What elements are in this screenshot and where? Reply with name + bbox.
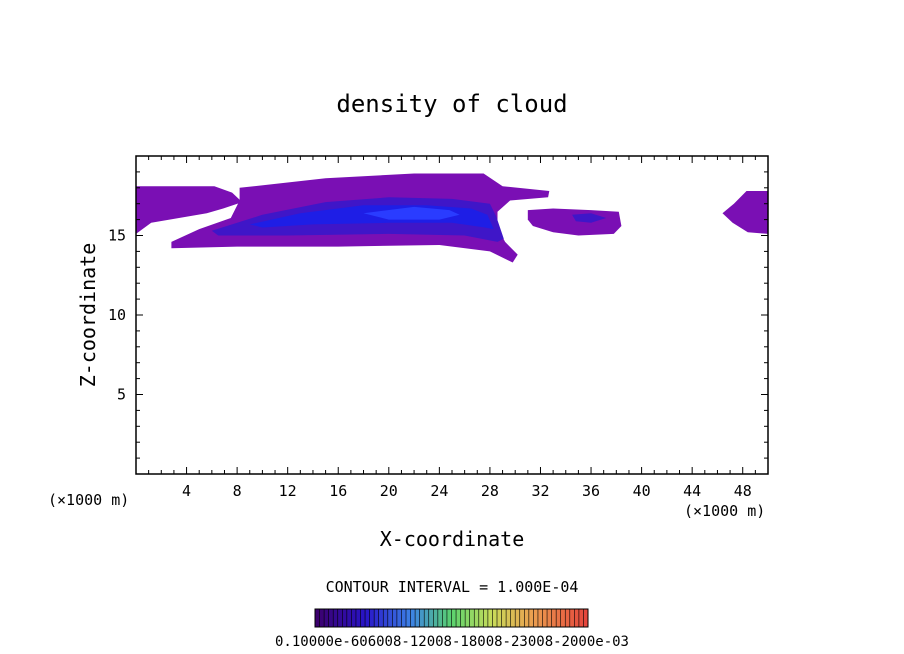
x-axis-label: X-coordinate	[380, 527, 525, 551]
colorbar-cell	[446, 609, 452, 627]
y-tick-labels: 5 10 15	[108, 227, 126, 404]
colorbar-label: 0.10000e-606008-12008-18008-23008-2000e-…	[275, 634, 629, 650]
colorbar-cell	[342, 609, 348, 627]
colorbar	[314, 608, 589, 628]
colorbar-cell	[365, 609, 371, 627]
x-tick-label: 36	[582, 482, 600, 500]
colorbar-cell	[537, 609, 543, 627]
colorbar-cell	[469, 609, 475, 627]
x-tick-label: 40	[633, 482, 651, 500]
x-tick-label: 8	[233, 482, 242, 500]
x-tick-label: 28	[481, 482, 499, 500]
colorbar-cell	[492, 609, 498, 627]
colorbar-cell	[428, 609, 434, 627]
colorbar-cell	[501, 609, 507, 627]
colorbar-cell	[574, 609, 580, 627]
colorbar-cell	[456, 609, 462, 627]
x-unit-left: (×1000 m)	[48, 491, 129, 509]
right-small-cloud-core	[572, 213, 607, 223]
colorbar-cell	[383, 609, 389, 627]
colorbar-cell	[378, 609, 384, 627]
cloud-contours	[136, 173, 768, 263]
colorbar-cell	[374, 609, 380, 627]
colorbar-cell	[478, 609, 484, 627]
colorbar-frame	[314, 608, 589, 628]
x-tick-label: 44	[683, 482, 701, 500]
colorbar-cell	[515, 609, 521, 627]
colorbar-cell	[351, 609, 357, 627]
colorbar-cell	[506, 609, 512, 627]
colorbar-cell	[437, 609, 443, 627]
colorbar-cell	[355, 609, 361, 627]
contour-interval-label: CONTOUR INTERVAL = 1.000E-04	[326, 578, 579, 596]
x-tick-label: 16	[329, 482, 347, 500]
colorbar-cell	[556, 609, 562, 627]
x-tick-label: 32	[531, 482, 549, 500]
main-cloud-peak	[363, 206, 460, 220]
colorbar-cell	[419, 609, 425, 627]
colorbar-cell	[433, 609, 439, 627]
x-tick-label: 4	[182, 482, 191, 500]
colorbar-cell	[547, 609, 553, 627]
x-unit-right: (×1000 m)	[684, 502, 765, 520]
colorbar-cell	[578, 609, 584, 627]
colorbar-cell	[519, 609, 525, 627]
y-tick-label: 5	[117, 386, 126, 404]
colorbar-cell	[542, 609, 548, 627]
colorbar-cell	[551, 609, 557, 627]
chart-title: density of cloud	[336, 90, 567, 118]
colorbar-cell	[369, 609, 375, 627]
colorbar-cell	[565, 609, 571, 627]
colorbar-cell	[415, 609, 421, 627]
x-tick-label: 20	[380, 482, 398, 500]
colorbar-cell	[392, 609, 398, 627]
colorbar-cell	[333, 609, 339, 627]
colorbar-cell	[460, 609, 466, 627]
colorbar-cell	[583, 609, 589, 627]
colorbar-cell	[346, 609, 352, 627]
colorbar-cell	[524, 609, 530, 627]
right-edge-cloud	[722, 191, 768, 234]
colorbar-cell	[315, 609, 321, 627]
y-tick-label: 15	[108, 227, 126, 245]
x-tick-label: 24	[430, 482, 448, 500]
colorbar-cell	[328, 609, 334, 627]
x-tick-label: 48	[734, 482, 752, 500]
colorbar-cell	[510, 609, 516, 627]
colorbar-cell	[424, 609, 430, 627]
colorbar-cell	[360, 609, 366, 627]
colorbar-cell	[337, 609, 343, 627]
colorbar-cell	[497, 609, 503, 627]
colorbar-cell	[474, 609, 480, 627]
axis-ticks	[136, 156, 768, 474]
colorbar-cell	[387, 609, 393, 627]
colorbar-cell	[451, 609, 457, 627]
colorbar-cell	[401, 609, 407, 627]
colorbar-cell	[560, 609, 566, 627]
y-axis-label: Z-coordinate	[76, 243, 100, 388]
x-tick-labels: 4 8 12 16 20 24 28 32 36 40 44 48	[182, 482, 752, 500]
colorbar-cell	[528, 609, 534, 627]
x-tick-label: 12	[279, 482, 297, 500]
colorbar-cell	[483, 609, 489, 627]
right-small-cloud	[527, 208, 622, 236]
colorbar-cell	[406, 609, 412, 627]
colorbar-cell	[396, 609, 402, 627]
y-tick-label: 10	[108, 306, 126, 324]
colorbar-cell	[569, 609, 575, 627]
colorbar-cell	[410, 609, 416, 627]
colorbar-cell	[319, 609, 325, 627]
colorbar-cell	[324, 609, 330, 627]
colorbar-cell	[465, 609, 471, 627]
colorbar-cell	[533, 609, 539, 627]
left-edge-cloud	[136, 186, 243, 234]
colorbar-cell	[442, 609, 448, 627]
colorbar-cell	[487, 609, 493, 627]
